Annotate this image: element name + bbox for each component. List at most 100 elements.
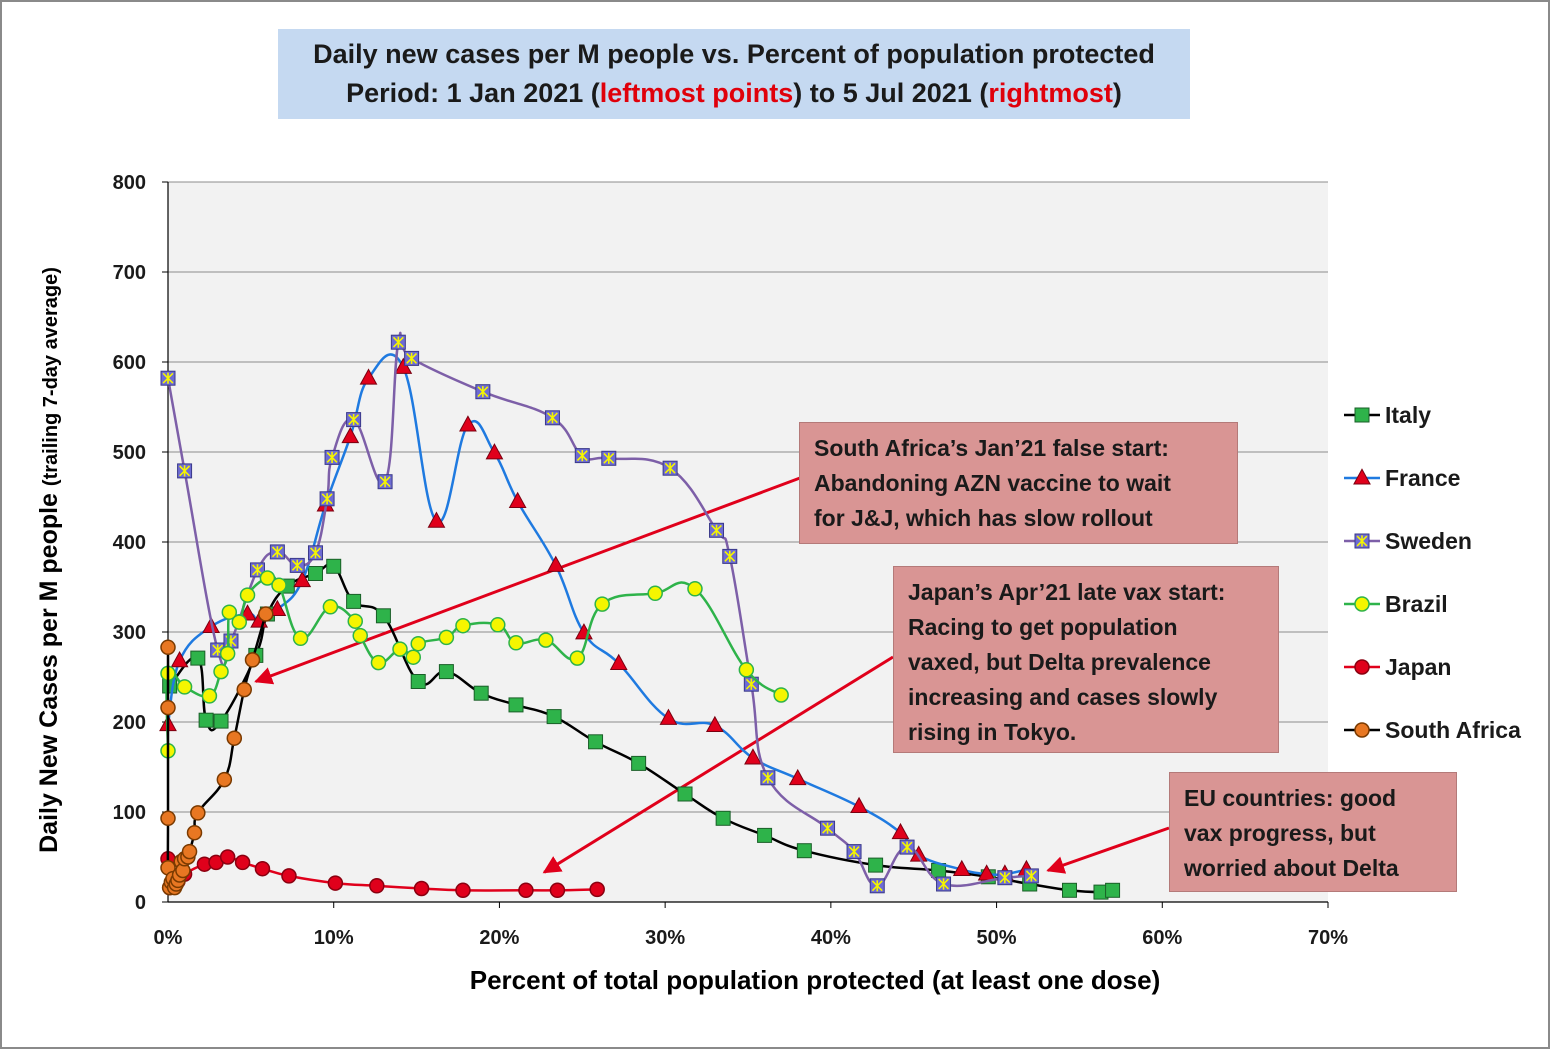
legend-swatch-france [1344,468,1380,485]
title-line-1: Daily new cases per M people vs. Percent… [313,39,1155,69]
legend-swatch-south-africa [1344,722,1380,738]
data-point-south-africa [236,681,252,698]
marker-star [379,476,391,488]
data-point-south-africa [226,730,243,746]
data-point-sweden [544,410,560,426]
data-point-brazil [201,688,218,704]
data-point-sweden [324,449,340,465]
data-point-south-africa [258,606,274,622]
x-tick-label: 10% [314,927,354,949]
data-point-france [394,357,413,374]
marker-star [664,462,676,474]
data-point-brazil [271,577,287,593]
x-tick-label: 20% [479,927,519,949]
marker-star [603,452,615,464]
data-point-japan [281,868,297,884]
marker-star [326,451,338,463]
arrow-eu [1046,826,1170,874]
data-point-italy [1061,882,1077,898]
annotation-japan: Japan’s Apr’21 late vax start: Racing to… [893,566,1279,753]
data-point-japan [455,882,471,899]
data-point-japan [327,875,344,891]
legend-swatch-italy [1344,407,1380,423]
data-point-italy [715,810,731,826]
marker-star [348,414,360,426]
marker-star [938,878,950,890]
data-point-italy [190,650,206,666]
data-point-japan [413,880,430,897]
data-point-brazil [490,617,506,633]
data-point-italy [326,558,342,574]
data-point-italy [307,566,323,581]
data-point-south-africa [160,699,176,716]
data-point-brazil [176,679,193,695]
legend-marker [1354,533,1370,549]
data-point-italy [868,857,884,873]
x-tick-label: 40% [811,927,851,949]
legend-marker [1354,407,1370,423]
data-point-italy [1105,882,1121,898]
marker-star [271,546,283,558]
y-tick-label: 300 [113,622,146,644]
data-point-france [744,748,762,765]
marker-star [252,564,263,576]
data-point-south-africa [181,843,198,860]
title-rightmost-text: rightmost [988,78,1113,108]
data-point-sweden [662,460,678,476]
chart-title: Daily new cases per M people vs. Percent… [278,29,1190,119]
data-point-south-africa [244,652,261,668]
title-line-2: Period: 1 Jan 2021 (leftmost points) to … [278,74,1190,113]
legend-swatch-brazil [1344,596,1380,612]
marker-star [179,465,191,477]
data-point-brazil [239,587,256,603]
data-point-brazil [347,613,364,629]
data-point-france [546,555,565,572]
data-point-sweden [319,491,335,507]
data-point-sweden [1023,868,1039,884]
data-point-sweden [307,545,323,561]
marker-star [724,550,736,562]
data-point-brazil [219,645,236,662]
tick-labels: 0 100 200 300 400 500 600 700 800 0% 10% 20% 30% 40% 5… [113,172,1349,949]
data-point-japan [518,882,534,899]
data-point-brazil [213,663,229,680]
data-point-japan [549,882,566,899]
y-axis-title: Daily New Cases per M people (trailing 7… [35,180,75,940]
data-point-sweden [223,633,239,649]
y-tick-label: 500 [113,442,146,464]
data-point-italy [346,593,362,609]
marker-star [162,372,174,384]
data-point-south-africa [216,771,233,788]
data-point-italy [796,843,812,859]
data-point-south-africa [186,824,203,841]
data-point-sweden [601,450,617,466]
data-point-sweden [390,334,406,350]
data-point-france [268,599,287,616]
data-point-france [909,845,928,862]
marker-star [1356,535,1368,547]
marker-star [321,493,333,505]
data-point-italy [588,734,604,750]
data-point-italy [546,709,562,725]
data-point-south-africa [190,805,206,821]
data-point-italy [508,697,524,713]
data-point-sweden [377,474,393,490]
data-point-italy [198,712,214,728]
data-point-france [705,715,724,733]
legend-marker [1354,659,1370,675]
data-point-sweden [899,839,915,855]
legend-marker [1354,722,1370,738]
y-tick-label: 100 [113,802,146,824]
marker-star [848,846,860,858]
data-point-france [609,653,628,670]
series-sweden [160,331,1039,894]
data-point-brazil [259,570,276,586]
x-tick-label: 70% [1308,927,1348,949]
data-point-france [341,426,360,444]
data-point-japan [219,849,236,865]
data-point-france [952,859,971,877]
x-tick-label: 50% [977,927,1017,949]
data-point-italy [375,608,391,624]
data-point-brazil [455,617,471,634]
